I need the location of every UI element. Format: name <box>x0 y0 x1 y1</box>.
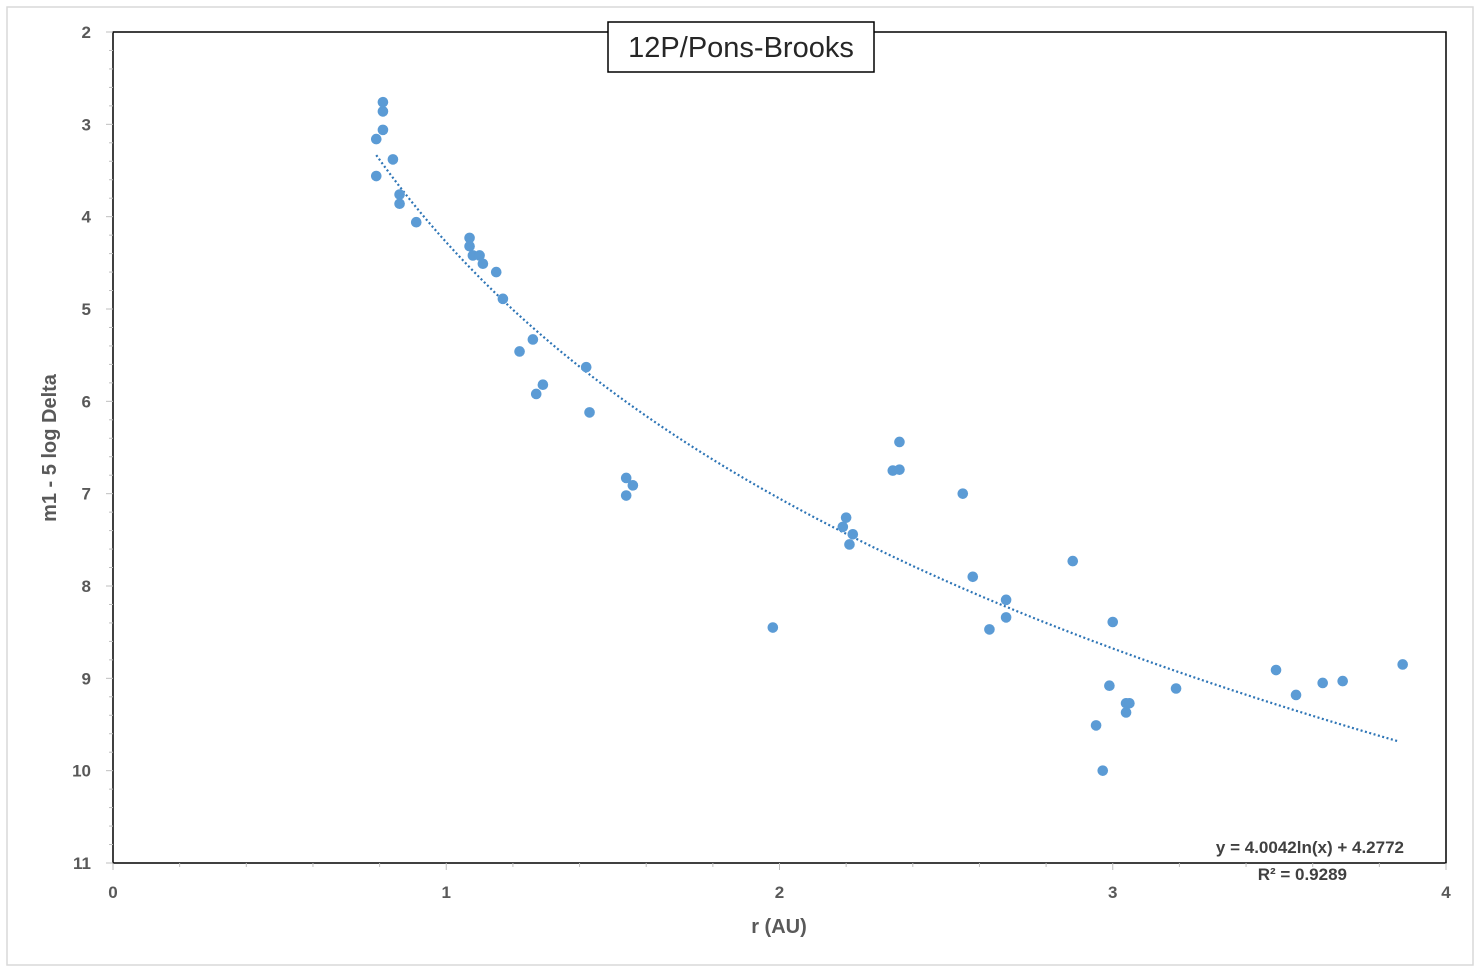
data-point <box>410 216 422 228</box>
data-point <box>1124 697 1135 709</box>
data-point <box>1104 680 1115 692</box>
y-tick-label: 2 <box>82 23 91 42</box>
data-point <box>627 480 639 491</box>
data-point <box>1107 616 1119 628</box>
data-point <box>837 521 849 533</box>
data-point <box>844 539 855 550</box>
x-axis-title: r (AU) <box>751 916 807 938</box>
data-point <box>377 124 389 136</box>
data-point <box>1067 555 1079 567</box>
data-point <box>394 198 405 210</box>
axes: 0 1 2 3 4 2 3 4 5 6 7 8 9 10 11 <box>72 23 1451 902</box>
y-tick-label: 11 <box>73 854 91 873</box>
data-point <box>370 170 382 182</box>
data-points <box>370 96 1408 776</box>
data-point <box>537 379 549 391</box>
data-point <box>1170 683 1182 694</box>
data-point <box>490 266 502 278</box>
data-point <box>840 512 852 523</box>
data-point <box>894 464 905 475</box>
data-point <box>370 133 382 145</box>
y-tick-label: 10 <box>72 762 91 781</box>
x-tick-label: 4 <box>1441 883 1451 902</box>
data-point <box>620 490 632 501</box>
y-tick-label: 9 <box>82 669 91 688</box>
data-point <box>847 528 859 540</box>
data-point <box>497 293 509 305</box>
data-point <box>894 436 905 448</box>
data-point <box>1120 707 1132 718</box>
data-point <box>584 407 595 418</box>
data-point <box>387 154 399 165</box>
y-tick-label: 4 <box>82 208 92 227</box>
data-point <box>394 189 405 200</box>
data-point <box>474 250 485 261</box>
data-point <box>1397 659 1408 670</box>
trendline-path <box>375 154 1400 743</box>
data-point <box>1090 720 1102 731</box>
data-point <box>984 624 995 635</box>
data-point <box>514 346 525 357</box>
data-point <box>477 258 489 270</box>
data-point <box>1097 765 1109 776</box>
x-tick-label: 2 <box>775 883 784 902</box>
data-point <box>1290 689 1302 701</box>
trendline <box>375 154 1400 743</box>
y-tick-label: 3 <box>82 115 91 134</box>
data-point <box>957 488 969 499</box>
y-tick-label: 7 <box>82 485 91 504</box>
y-tick-label: 8 <box>82 577 91 596</box>
data-point <box>527 334 539 345</box>
data-point <box>530 388 542 400</box>
data-point <box>1270 664 1282 676</box>
data-point <box>1000 594 1012 606</box>
data-point <box>464 232 475 244</box>
x-tick-label: 0 <box>108 883 117 902</box>
chart-area-border <box>6 6 1474 966</box>
data-point <box>1000 612 1012 623</box>
data-point <box>767 622 779 633</box>
data-point <box>1317 677 1328 689</box>
data-point <box>1337 675 1348 687</box>
chart-labels: y = 4.0042ln(x) + 4.2772 R² = 0.9289 r (… <box>39 21 1404 938</box>
data-point <box>580 361 592 373</box>
data-point <box>464 240 475 252</box>
y-axis-title: m1 - 5 log Delta <box>39 373 61 522</box>
trendline-r-squared: R² = 0.9289 <box>1258 865 1347 884</box>
x-tick-label: 1 <box>442 883 451 902</box>
data-point <box>377 96 389 108</box>
chart-title-box <box>607 21 875 73</box>
x-tick-label: 3 <box>1108 883 1117 902</box>
y-tick-label: 5 <box>82 300 91 319</box>
data-point <box>620 472 632 484</box>
chart-title: 12P/Pons-Brooks <box>628 32 854 64</box>
trendline-equation: y = 4.0042ln(x) + 4.2772 <box>1216 838 1404 857</box>
y-tick-label: 6 <box>82 392 91 411</box>
data-point <box>377 106 389 117</box>
data-point <box>967 571 979 583</box>
